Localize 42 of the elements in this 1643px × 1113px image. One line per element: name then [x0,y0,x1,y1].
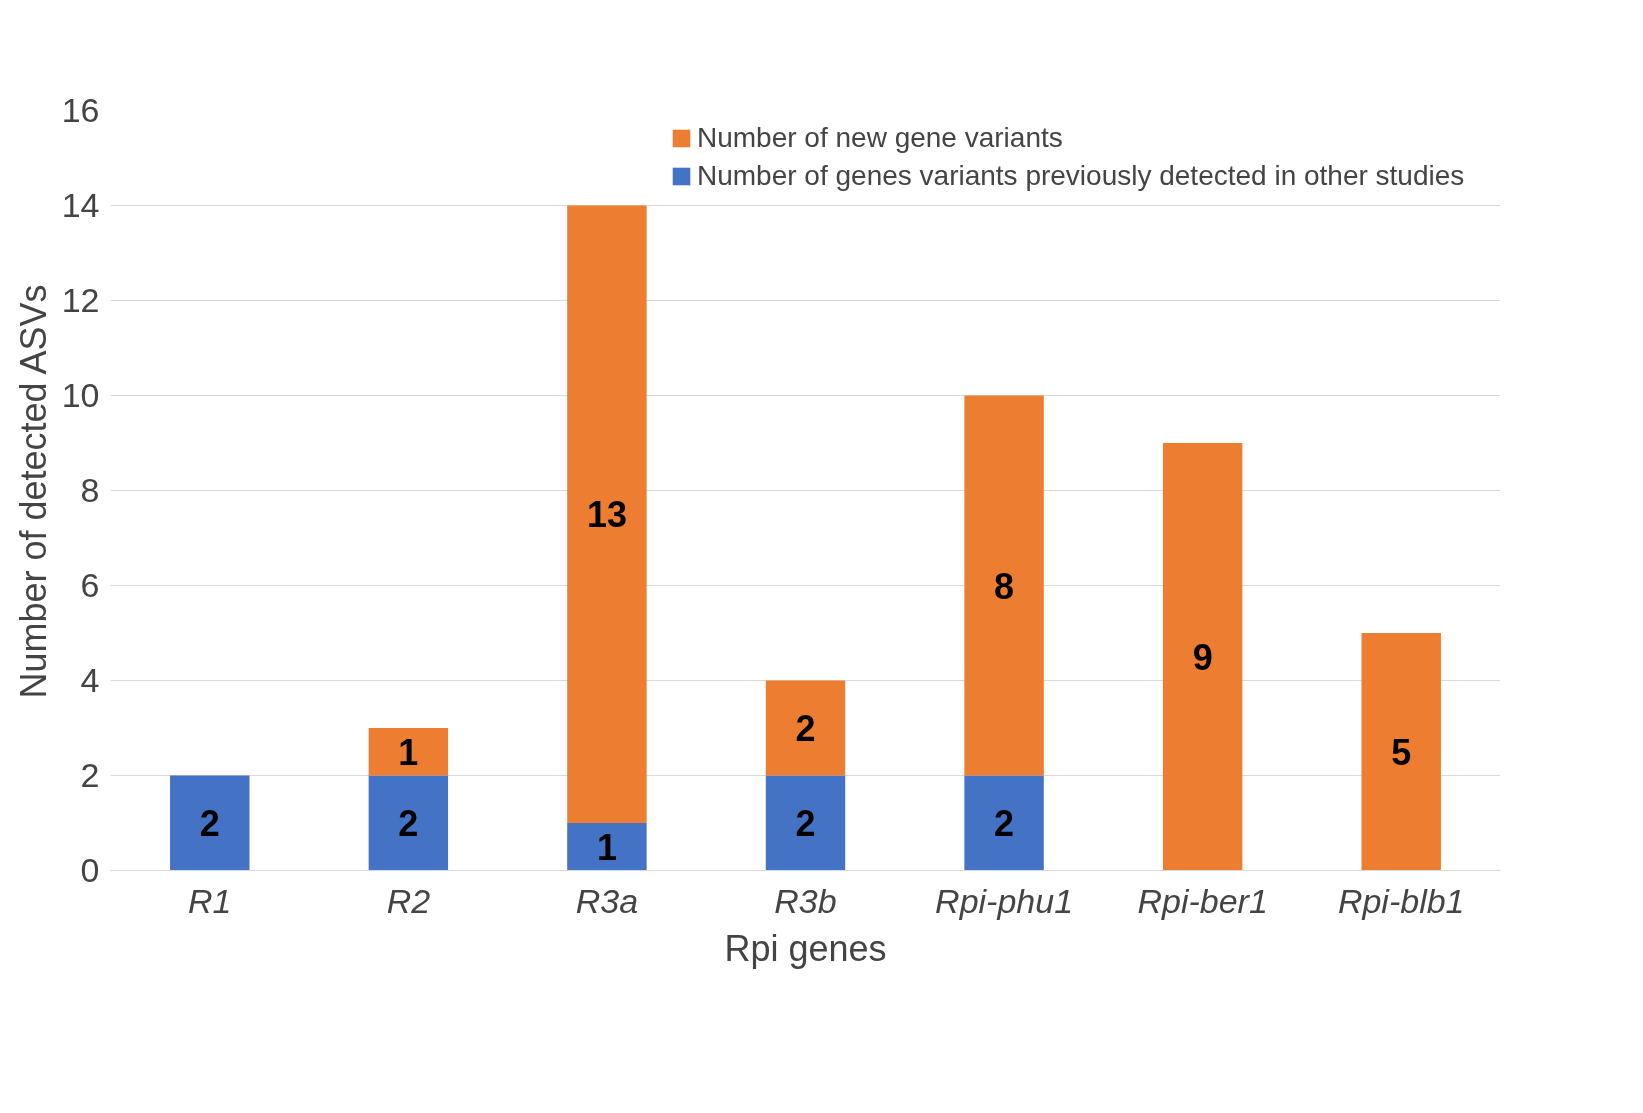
x-tick-label: Rpi-ber1 [1137,881,1268,920]
x-tick-label: R1 [188,881,232,920]
bar [170,775,250,871]
bar [1361,633,1441,871]
y-tick-label: 10 [61,376,100,414]
y-axis-title: Number of detected ASVs [12,284,54,699]
data-label: 2 [795,803,816,844]
bar [765,680,846,776]
bar [368,775,449,871]
data-label: 1 [596,826,617,868]
data-label: 2 [795,708,816,749]
bar [765,775,846,871]
data-label: 8 [994,565,1015,607]
x-tick-label: R3b [774,881,837,920]
y-tick-label: 2 [80,756,100,794]
bar [964,775,1044,871]
y-tick-label: 16 [61,91,100,129]
data-label: 2 [199,803,220,844]
legend-label: Number of genes variants previously detected in other studies [697,160,1465,192]
data-label: 2 [398,803,419,844]
x-tick-label: R3a [575,881,639,920]
y-tick-label: 8 [80,471,100,509]
bar [567,823,647,871]
data-label: 2 [994,803,1015,844]
x-axis-title: Rpi genes [724,927,887,969]
x-tick-label: R2 [386,881,431,920]
bar [368,728,449,776]
data-label: 1 [398,731,419,773]
data-label: 9 [1192,636,1213,678]
y-tick-label: 14 [61,186,100,224]
legend-label: Number of new gene variants [697,122,1063,154]
data-label: 5 [1391,731,1412,773]
bar [1162,443,1243,871]
bar [567,205,647,823]
x-tick-label: Rpi-blb1 [1337,881,1465,920]
data-label: 13 [586,494,627,536]
x-tick-label: Rpi-phu1 [935,881,1074,920]
y-tick-label: 6 [80,566,100,604]
y-tick-label: 12 [61,281,100,319]
y-tick-label: 4 [80,661,100,699]
bar [964,395,1044,776]
y-tick-label: 0 [80,851,100,889]
